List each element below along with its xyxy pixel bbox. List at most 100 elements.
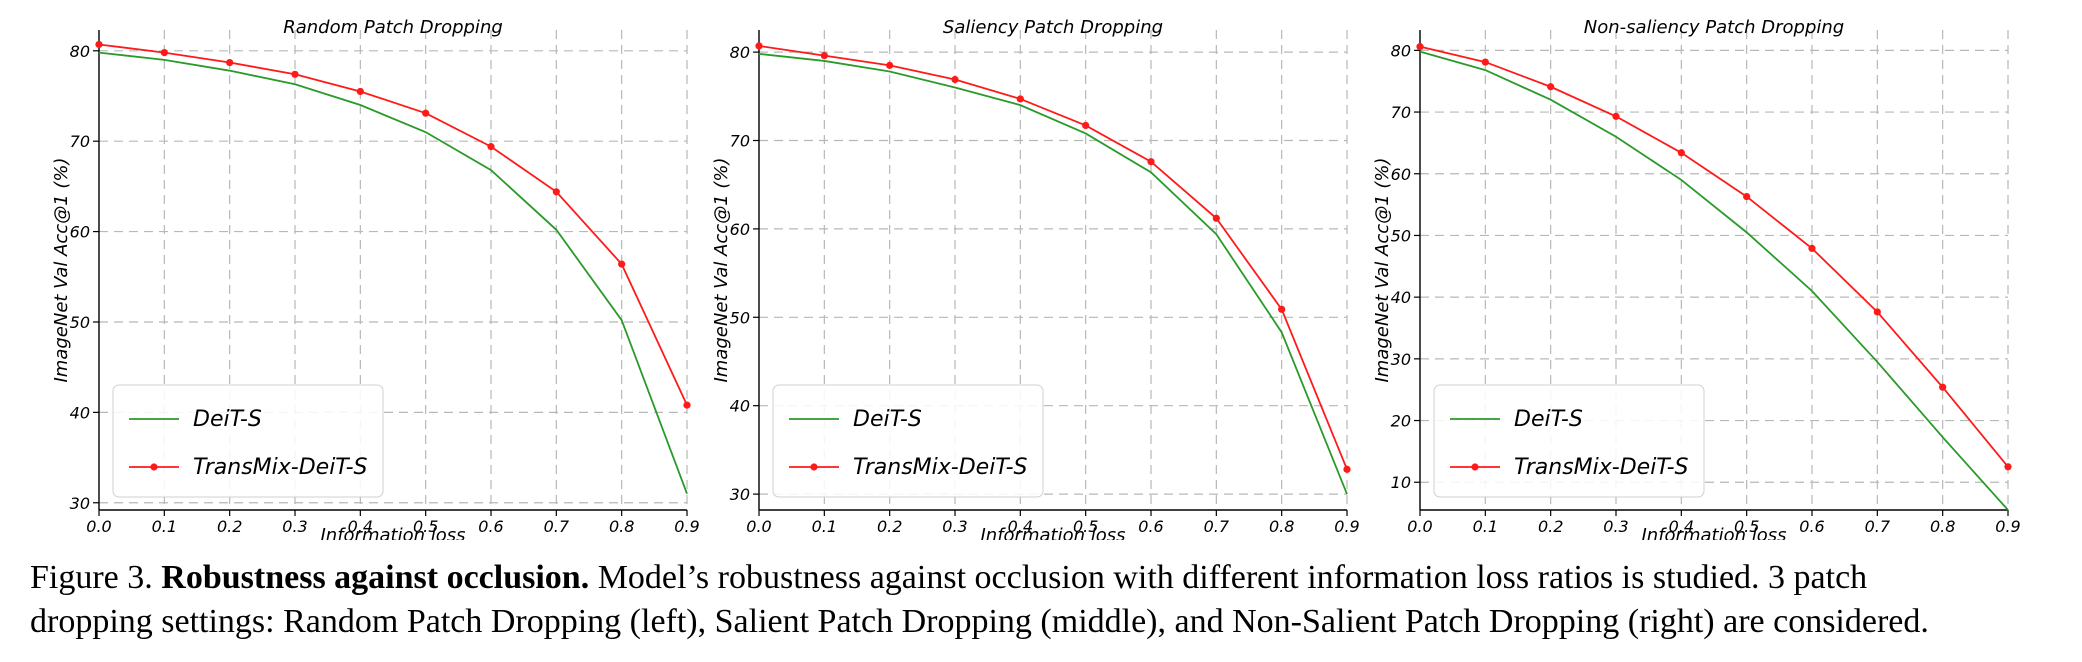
data-point — [1016, 95, 1024, 103]
y-tick-label: 50 — [70, 313, 90, 332]
chart-panel-1: 0.0 0.1 0.2 0.3 0.4 0.5 0.6 0.7 0.8 0.9 30 40 50 60 70… — [51, 17, 700, 540]
caption-label: Figure 3. — [30, 559, 153, 596]
data-point — [1481, 58, 1489, 66]
series-line-transmix-deit-s — [1419, 45, 2009, 468]
legend-box — [772, 384, 1044, 498]
y-tick-label: 70 — [1391, 103, 1411, 122]
data-point — [160, 48, 168, 57]
data-point — [886, 61, 894, 69]
y-tick-label: 80 — [730, 43, 750, 62]
data-point — [1278, 305, 1286, 313]
x-tick-label: 0.7 — [1204, 517, 1230, 536]
y-tick-label: 70 — [730, 131, 750, 150]
x-axis-label: Information loss — [320, 525, 465, 540]
data-point — [1212, 214, 1220, 222]
legend-label: TransMix-DeiT-S — [853, 455, 1028, 480]
y-tick-label: 80 — [1391, 41, 1411, 60]
y-tick-label: 50 — [730, 308, 750, 327]
y-axis-label: ImageNet Val Acc@1 (%) — [711, 157, 732, 382]
y-tick-label: 30 — [730, 485, 750, 504]
data-point — [1873, 308, 1881, 316]
figure-panels: 0.0 0.1 0.2 0.3 0.4 0.5 0.6 0.7 0.8 0.9 30 40 50 60 70… — [51, 17, 2021, 540]
data-point — [226, 58, 234, 67]
y-tick-label: 60 — [730, 220, 750, 239]
figure-caption: Figure 3. Robustness against occlusion. … — [30, 556, 2052, 644]
chart-title: Random Patch Dropping — [283, 17, 503, 38]
y-tick-label: 50 — [1391, 226, 1411, 245]
y-tick-label: 20 — [1391, 412, 1411, 431]
x-tick-label: 0.2 — [877, 517, 902, 536]
x-tick-label: 0.0 — [746, 517, 771, 536]
series-line-transmix-deit-s — [98, 43, 688, 406]
x-tick-label: 0.6 — [478, 517, 503, 536]
x-tick-label: 0.3 — [942, 517, 967, 536]
y-tick-label: 30 — [70, 494, 90, 513]
chart-panel-3: 0.0 0.1 0.2 0.3 0.4 0.5 0.6 0.7 0.8 0.9 10 20 30 40 50… — [1372, 17, 2021, 540]
x-tick-label: 0.1 — [152, 517, 177, 536]
caption-bold-title: Robustness against occlusion. — [161, 559, 590, 596]
y-tick-label: 60 — [70, 223, 90, 242]
x-tick-label: 0.6 — [1799, 517, 1824, 536]
series-line-deit-s — [758, 52, 1348, 495]
data-point — [356, 87, 364, 96]
x-tick-label: 0.5 — [1073, 517, 1098, 536]
data-point — [755, 42, 763, 50]
chart-panel-2: 0.0 0.1 0.2 0.3 0.4 0.5 0.6 0.7 0.8 0.9 30 40 50 60 70… — [711, 17, 1360, 540]
chart-title: Saliency Patch Dropping — [943, 17, 1163, 38]
x-tick-label: 0.5 — [1734, 517, 1759, 536]
caption-text-line2: dropping settings: Random Patch Dropping… — [30, 603, 1929, 640]
legend-box — [112, 384, 384, 498]
y-axis-label: ImageNet Val Acc@1 (%) — [1372, 157, 1393, 382]
data-point — [487, 143, 495, 151]
data-point — [291, 70, 299, 78]
data-point — [1147, 158, 1155, 166]
data-point — [1547, 83, 1555, 91]
data-point — [1612, 112, 1620, 120]
x-tick-label: 0.0 — [86, 517, 111, 536]
x-tick-label: 0.2 — [1538, 517, 1563, 536]
x-tick-label: 0.9 — [674, 517, 699, 536]
y-tick-label: 10 — [1391, 473, 1411, 492]
y-axis-label: ImageNet Val Acc@1 (%) — [51, 157, 72, 382]
y-tick-label: 80 — [70, 42, 90, 61]
x-tick-label: 0.1 — [812, 517, 837, 536]
data-point — [2004, 463, 2012, 471]
x-tick-label: 0.4 — [1669, 517, 1694, 536]
data-point — [1416, 43, 1424, 51]
data-point — [1939, 383, 1947, 391]
data-point — [683, 401, 691, 409]
data-point — [820, 52, 828, 60]
y-tick-label: 70 — [70, 132, 90, 151]
legend-marker — [1471, 463, 1479, 471]
legend-label: DeiT-S — [1514, 407, 1583, 432]
x-tick-label: 0.4 — [348, 517, 373, 536]
x-tick-label: 0.6 — [1138, 517, 1163, 536]
data-point — [618, 260, 626, 268]
data-point — [1743, 192, 1751, 201]
data-point — [951, 75, 959, 84]
x-tick-label: 0.8 — [1930, 517, 1955, 536]
legend-box — [1433, 384, 1705, 498]
series-line-deit-s — [98, 51, 688, 495]
x-tick-label: 0.4 — [1008, 517, 1033, 536]
chart-title: Non-saliency Patch Dropping — [1584, 17, 1844, 38]
x-tick-label: 0.8 — [1269, 517, 1294, 536]
x-tick-label: 0.0 — [1407, 517, 1432, 536]
data-point — [95, 40, 103, 49]
data-point — [1343, 465, 1351, 473]
data-point — [1677, 149, 1685, 157]
series-line-transmix-deit-s — [758, 45, 1348, 470]
legend-marker — [150, 463, 158, 471]
x-axis-label: Information loss — [1641, 525, 1786, 540]
x-axis-label: Information loss — [980, 525, 1125, 540]
data-point — [422, 109, 430, 117]
x-tick-label: 0.1 — [1473, 517, 1498, 536]
data-point — [552, 188, 560, 196]
x-tick-label: 0.7 — [544, 517, 570, 536]
x-tick-label: 0.2 — [217, 517, 242, 536]
x-tick-label: 0.3 — [282, 517, 307, 536]
legend-label: DeiT-S — [193, 407, 262, 432]
data-point — [1082, 121, 1090, 130]
y-tick-label: 40 — [730, 397, 750, 416]
y-tick-label: 60 — [1391, 165, 1411, 184]
